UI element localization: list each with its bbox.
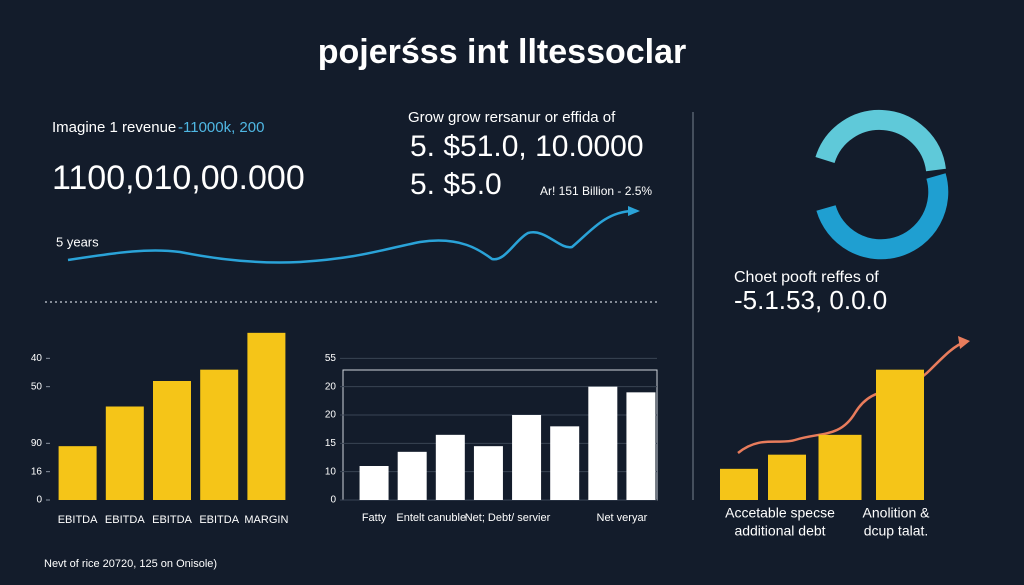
bar (512, 415, 542, 500)
category-label: Net; Debt/ servier (465, 512, 551, 524)
revenue-note: -11000k, 200 (178, 119, 264, 136)
y-tick-label: 40 (31, 353, 43, 364)
y-tick-label: 20 (325, 381, 337, 392)
category-label: EBITDA (152, 514, 192, 526)
trend-line (67, 209, 633, 264)
years-label: 5 years (56, 234, 99, 249)
category-label: dcup talat. (864, 523, 929, 539)
trend-arrow (628, 206, 640, 216)
revenue-label: Imagine 1 revenue (52, 119, 176, 136)
growth-value: 5. $51.0, 10.0000 (410, 130, 644, 163)
bar (818, 434, 862, 500)
bar (397, 451, 427, 500)
bar (247, 332, 286, 500)
y-tick-label: 50 (31, 381, 43, 392)
bar (768, 454, 806, 500)
trend-line (737, 340, 966, 454)
bar (473, 446, 503, 500)
bar (153, 381, 191, 500)
category-label: EBITDA (199, 514, 239, 526)
bar (876, 369, 924, 500)
bar (626, 392, 656, 500)
growth-label: Grow grow rersanur or effida of (408, 109, 616, 126)
title: pojerśss int lltessoclar (318, 33, 687, 71)
y-tick-label: 16 (31, 466, 43, 477)
category-label: Net veryar (597, 512, 648, 524)
bar (200, 369, 239, 500)
bar (550, 426, 580, 500)
category-label: EBITDA (105, 514, 145, 526)
y-tick-label: 0 (36, 495, 42, 506)
bar (359, 466, 389, 500)
y-tick-label: 20 (325, 410, 337, 421)
bar (720, 468, 758, 500)
category-label: Accetable specse (725, 505, 835, 521)
bar (58, 446, 97, 500)
y-tick-label: 90 (31, 438, 43, 449)
gauge-arc (815, 109, 946, 172)
profit-value: -5.1.53, 0.0.0 (734, 285, 887, 315)
bar (105, 406, 144, 500)
growth-value: 5. $5.0 (410, 168, 502, 201)
category-label: Entelt canuble (396, 512, 466, 524)
category-label: EBITDA (58, 514, 98, 526)
category-label: Fatty (362, 512, 387, 524)
category-label: MARGIN (244, 514, 288, 526)
bar (588, 386, 618, 500)
y-tick-label: 55 (325, 353, 337, 364)
trend-arrow (958, 336, 970, 349)
bar (435, 434, 465, 500)
profit-label: Choet pooft reffes of (734, 269, 879, 286)
y-tick-label: 10 (325, 466, 337, 477)
revenue-value: 1100,010,00.000 (52, 159, 305, 197)
category-label: Anolition & (863, 505, 931, 521)
footer: Nevt of rice 20720, 125 on Onisole) (44, 558, 217, 570)
gauge-arc (816, 173, 949, 260)
category-label: additional debt (734, 523, 825, 539)
y-tick-label: 15 (325, 438, 337, 449)
y-tick-label: 0 (330, 495, 336, 506)
growth-note: Ar! 151 Billion - 2.5% (540, 184, 652, 198)
